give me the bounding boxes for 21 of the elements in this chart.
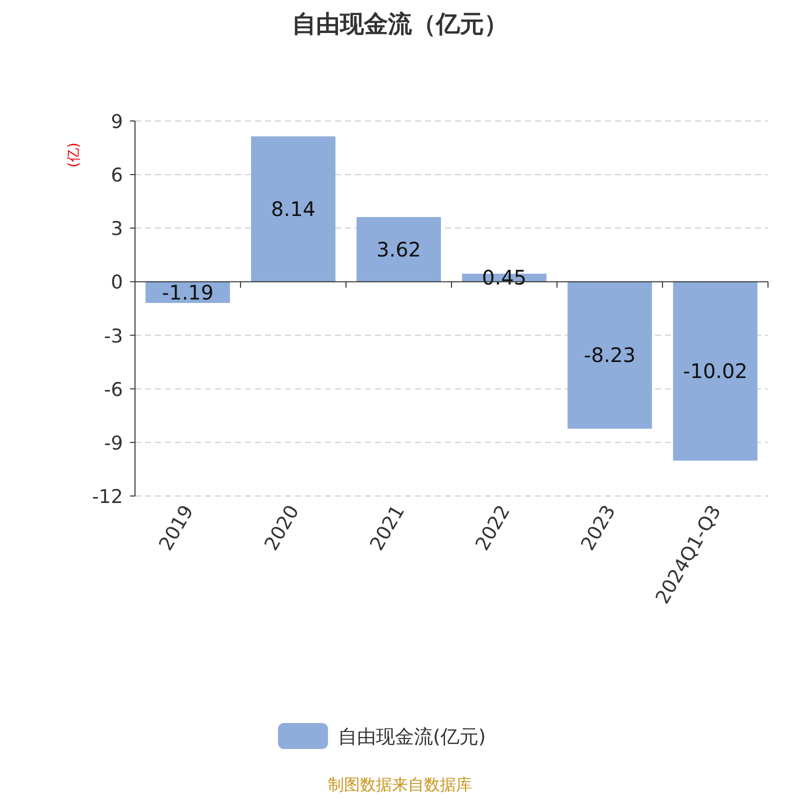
y-tick-label: -12 <box>92 486 123 508</box>
y-tick-label: -3 <box>104 325 123 348</box>
data-label: -10.02 <box>683 359 748 384</box>
legend-label: 自由现金流(亿元) <box>338 726 486 748</box>
y-tick-label: -6 <box>104 378 123 401</box>
bar <box>251 136 336 282</box>
bar <box>356 217 441 282</box>
y-tick-label: -9 <box>104 432 123 454</box>
y-tick-label: 3 <box>110 218 123 240</box>
y-tick-label: 9 <box>110 111 123 133</box>
bar <box>568 282 652 429</box>
data-label: -8.23 <box>584 343 636 368</box>
data-label: 8.14 <box>270 197 316 222</box>
y-tick-label: 0 <box>110 272 123 294</box>
chart-title: 自由现金流（亿元） <box>292 10 508 38</box>
y-axis-title: (亿) <box>66 142 82 168</box>
y-tick-label: 6 <box>110 164 123 187</box>
bar <box>673 282 758 461</box>
data-label: -1.19 <box>162 280 214 304</box>
data-label: 3.62 <box>376 237 422 262</box>
text: 制图数据来自数据库 <box>328 775 472 794</box>
